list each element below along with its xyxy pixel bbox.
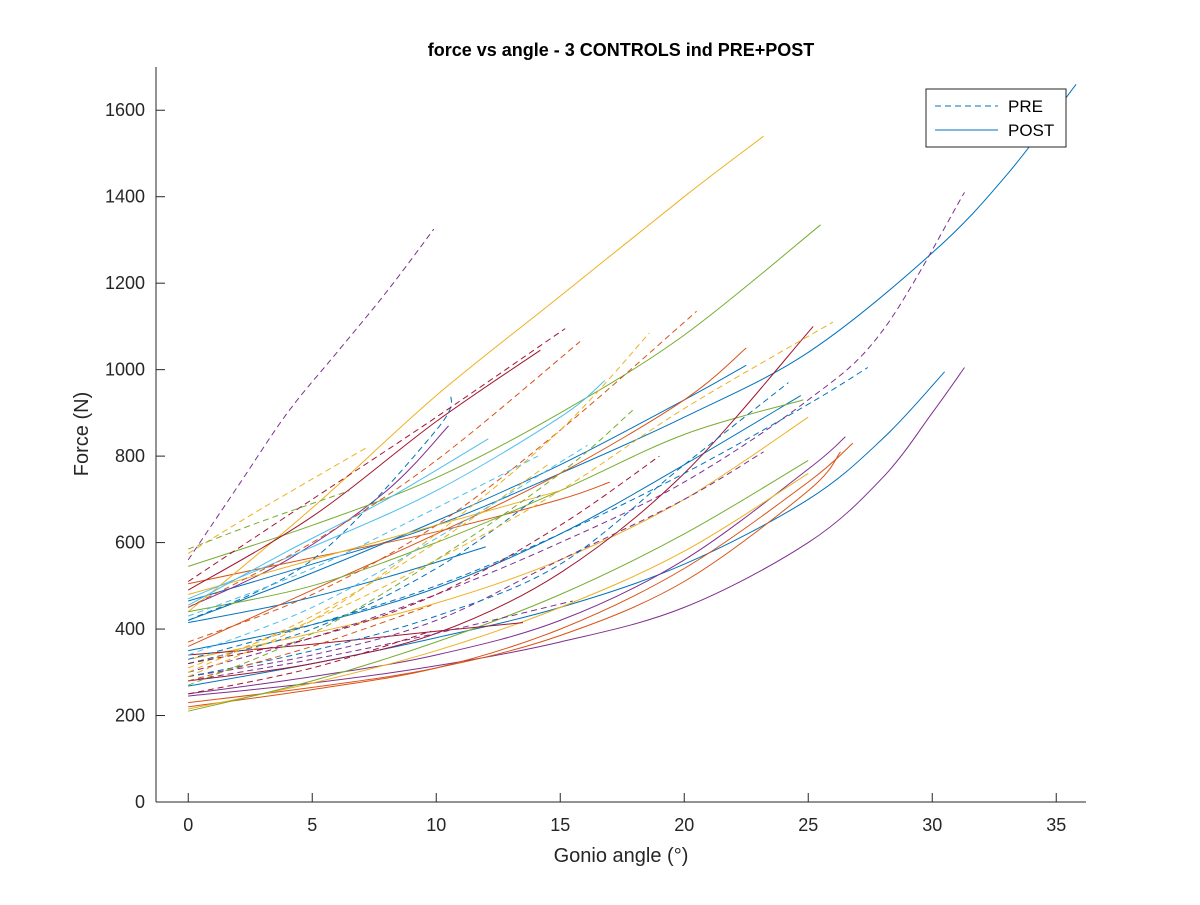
post-series-line-17: [188, 224, 821, 567]
pre-series-line-31: [187, 393, 452, 621]
pre-series-line-25: [187, 228, 435, 561]
x-tick-label: 25: [798, 815, 818, 835]
y-tick-label: 1400: [105, 187, 145, 207]
post-series-line-6: [188, 367, 965, 697]
post-series-line-9: [188, 442, 854, 708]
post-series-line-11: [188, 451, 841, 704]
pre-series-line-28: [188, 600, 573, 682]
pre-series-line-37: [187, 447, 368, 554]
x-tick-label: 10: [426, 815, 446, 835]
pre-series-line-41: [188, 490, 350, 550]
x-tick-label: 0: [183, 815, 193, 835]
pre-series-line-38: [188, 321, 834, 669]
y-tick-label: 200: [115, 706, 145, 726]
legend-post-label: POST: [1008, 121, 1054, 140]
post-series-line-14: [188, 416, 809, 660]
x-tick-label: 35: [1046, 815, 1066, 835]
post-series-line-21: [188, 380, 606, 600]
pre-series-line-45: [188, 455, 660, 665]
pre-series-line-27: [188, 451, 764, 678]
y-tick-label: 1000: [105, 360, 145, 380]
legend: PRE POST: [925, 88, 1067, 148]
pre-series-line-44: [187, 328, 566, 582]
y-tick-label: 600: [115, 533, 145, 553]
post-series-line-18: [188, 399, 804, 613]
axes: 0 5 10 15 20 25 30 35 0 200 400 600 800 1000 1200 1400…: [105, 67, 1086, 835]
legend-box: [925, 88, 1067, 148]
post-series-line-7: [187, 425, 449, 608]
y-tick-label: 1200: [105, 273, 145, 293]
y-tick-label: 800: [115, 446, 145, 466]
x-tick-label: 5: [307, 815, 317, 835]
pre-series-line-36: [187, 332, 650, 678]
post-series-line-8: [188, 436, 846, 695]
x-axis-label: Gonio angle (°): [554, 845, 689, 867]
x-tick-label: 15: [550, 815, 570, 835]
pre-series-line-42: [188, 444, 588, 656]
y-tick-label: 400: [115, 619, 145, 639]
x-ticks: 0 5 10 15 20 25 30 35: [183, 793, 1066, 835]
post-series-line-3: [188, 395, 802, 652]
pre-series-line-43: [188, 455, 539, 617]
post-series-line-24: [188, 326, 814, 682]
pre-series-line-33: [188, 310, 697, 643]
post-series-line-22: [187, 349, 541, 591]
post-series-line-15: [188, 472, 809, 710]
x-tick-label: 20: [674, 815, 694, 835]
post-series-line-10: [187, 347, 747, 647]
pre-series-line-39: [187, 464, 549, 673]
x-tick-label: 30: [922, 815, 942, 835]
chart-title: force vs angle - 3 CONTROLS ind PRE+POST: [428, 40, 815, 60]
y-ticks: 0 200 400 600 800 1000 1200 1400 1600: [105, 100, 165, 812]
y-tick-label: 1600: [105, 100, 145, 120]
post-series-line-1: [188, 83, 1077, 602]
pre-series-line-26: [188, 192, 965, 673]
pre-series-line-40: [188, 408, 635, 686]
y-tick-label: 0: [135, 792, 145, 812]
pre-series-line-35: [188, 604, 432, 682]
post-series-line-13: [187, 135, 764, 613]
pre-series-line-34: [187, 341, 581, 608]
post-series-line-4: [188, 546, 486, 624]
post-series-line-16: [188, 490, 561, 595]
legend-pre-label: PRE: [1008, 97, 1043, 116]
pre-series-line-32: [188, 494, 541, 665]
y-axis-label: Force (N): [71, 392, 93, 476]
pre-series-line-30: [188, 382, 789, 678]
post-series-line-20: [187, 438, 489, 606]
series-layer: [187, 83, 1077, 712]
pre-series-line-46: [188, 630, 432, 695]
